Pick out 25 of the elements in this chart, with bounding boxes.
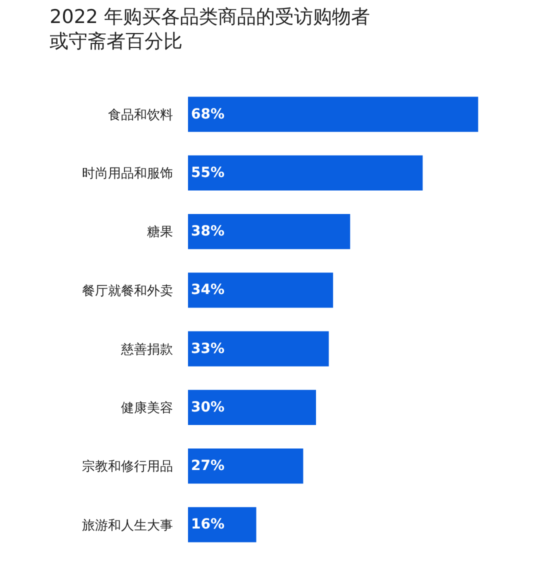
data-label: 55% bbox=[191, 164, 225, 181]
data-label: 16% bbox=[191, 516, 225, 533]
y-tick-label: 宗教和修行用品 bbox=[82, 458, 173, 475]
bar bbox=[188, 155, 423, 191]
data-label: 68% bbox=[191, 106, 225, 122]
y-tick-label: 旅游和人生大事 bbox=[82, 518, 173, 534]
data-label: 34% bbox=[191, 282, 225, 298]
y-tick-label: 糖果 bbox=[147, 225, 173, 240]
y-tick-label: 慈善捐款 bbox=[120, 341, 173, 358]
data-label: 30% bbox=[191, 399, 225, 416]
bar bbox=[188, 331, 329, 366]
data-label: 38% bbox=[191, 224, 225, 240]
y-tick-label: 餐厅就餐和外卖 bbox=[82, 284, 173, 299]
bar bbox=[188, 214, 350, 250]
bar bbox=[188, 448, 304, 484]
y-tick-label: 健康美容 bbox=[121, 400, 173, 416]
bar bbox=[188, 272, 334, 308]
data-label: 33% bbox=[191, 340, 225, 357]
bar bbox=[188, 390, 316, 426]
y-tick-label: 时尚用品和服饰 bbox=[82, 166, 173, 182]
data-label: 27% bbox=[191, 458, 225, 474]
bar bbox=[188, 507, 256, 542]
bar bbox=[188, 96, 478, 132]
chart-title: 2022 年购买各品类商品的受访购物者或守斋者百分比 bbox=[50, 6, 370, 52]
y-tick-label: 食品和饮料 bbox=[108, 108, 173, 123]
